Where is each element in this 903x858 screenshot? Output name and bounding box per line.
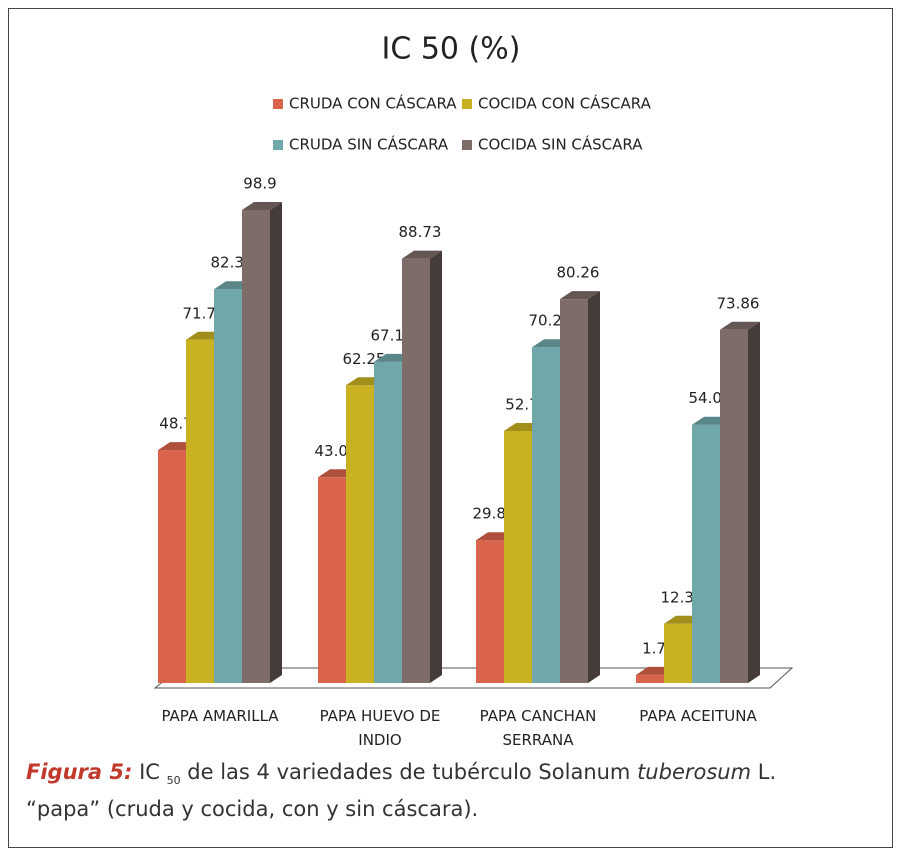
bar-side (748, 321, 760, 683)
bar (158, 450, 186, 683)
bar (532, 347, 560, 683)
legend-swatch (462, 99, 472, 109)
bar (318, 477, 346, 683)
bar-side (588, 291, 600, 683)
data-label: 48.7 (159, 415, 192, 433)
x-tick-label: PAPA ACEITUNA (639, 707, 757, 725)
bar (692, 424, 720, 683)
frame (8, 8, 893, 848)
bar-top (242, 202, 282, 210)
legend-swatch (462, 140, 472, 150)
data-label: 1.7 (642, 639, 666, 657)
bar (186, 339, 214, 683)
bar (214, 289, 242, 683)
bar (664, 623, 692, 683)
bar-side (270, 202, 282, 683)
bar (346, 385, 374, 683)
caption-text: IC (139, 760, 160, 784)
data-label: 80.26 (557, 264, 600, 282)
legend-label: COCIDA CON CÁSCARA (478, 94, 652, 113)
legend-swatch (273, 140, 283, 150)
bar (636, 674, 664, 683)
data-label: 88.73 (399, 223, 442, 241)
bar (560, 299, 588, 683)
bar (402, 258, 430, 683)
legend-label: COCIDA SIN CÁSCARA (478, 135, 643, 154)
bar (242, 210, 270, 683)
bar (374, 361, 402, 683)
bar-top (560, 291, 600, 300)
bar-top (720, 321, 760, 330)
caption-text: L. (757, 760, 777, 784)
bar (504, 430, 532, 683)
data-label: 73.86 (717, 294, 760, 312)
data-label: 52.7 (505, 395, 538, 413)
x-tick-label: PAPA CANCHAN SERRANA (479, 707, 597, 749)
bar (476, 540, 504, 683)
legend-swatch (273, 99, 283, 109)
legend-label: CRUDA SIN CÁSCARA (289, 135, 449, 154)
caption-sub: 50 (166, 774, 181, 788)
bar (720, 329, 748, 683)
x-tick-label: PAPA HUEVO DE INDIO (319, 707, 441, 749)
chart-title: IC 50 (%) (382, 32, 521, 67)
x-tick-label: PAPA AMARILLA (161, 707, 279, 725)
bar-top (402, 250, 442, 259)
legend-label: CRUDA CON CÁSCARA (289, 94, 457, 113)
caption-text: “papa” (cruda y cocida, con y sin cáscar… (26, 797, 479, 822)
bar-side (430, 250, 442, 683)
caption-italic: tuberosum (637, 760, 752, 784)
caption-label: Figura 5: (26, 760, 133, 784)
data-label: 98.9 (243, 175, 276, 193)
caption-text: de las 4 variedades de tubérculo Solanum (187, 760, 631, 784)
caption: Figura 5: IC 50 de las 4 variedades de t… (26, 758, 876, 823)
